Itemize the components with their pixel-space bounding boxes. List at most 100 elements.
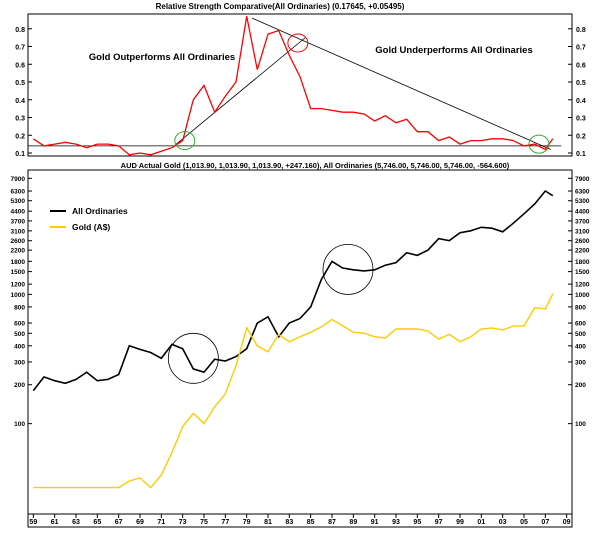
xtick-label: 03 [499, 519, 507, 526]
xtick-label: 87 [328, 519, 336, 526]
bottom-ytick-label-right: 2200 [575, 248, 590, 255]
bottom-ytick-label-left: 500 [14, 331, 25, 338]
circle-1973 [174, 131, 196, 151]
xtick-label: 93 [392, 519, 400, 526]
bottom-ytick-label-left: 5300 [11, 198, 26, 205]
bottom-ytick-label-left: 2600 [11, 238, 26, 245]
xtick-label: 59 [29, 519, 37, 526]
legend-label-all-ordinaries: All Ordinaries [72, 206, 128, 216]
bottom-ytick-label-right: 7900 [575, 176, 590, 183]
xtick-label: 83 [285, 519, 293, 526]
xtick-label: 95 [413, 519, 421, 526]
xtick-label: 05 [520, 519, 528, 526]
top-ytick-label-left: 0.8 [15, 27, 25, 34]
xtick-label: 91 [371, 519, 379, 526]
bottom-ytick-label-right: 1500 [575, 269, 590, 276]
bottom-ytick-label-left: 2200 [11, 248, 26, 255]
xtick-label: 75 [200, 519, 208, 526]
circle-2006 [528, 134, 550, 154]
bottom-ytick-label-left: 4400 [11, 209, 26, 216]
bottom-ytick-label-right: 200 [575, 382, 586, 389]
top-ytick-label-left: 0.4 [15, 98, 25, 105]
top-ytick-label-left: 0.7 [15, 45, 25, 52]
top-ytick-label-left: 0.3 [15, 116, 25, 123]
top-ytick-label-left: 0.5 [15, 80, 25, 87]
annotation-gold-outperforms: Gold Outperforms All Ordinaries [89, 52, 235, 63]
top-ytick-label-right: 0.1 [576, 151, 586, 158]
xtick-label: 81 [264, 519, 272, 526]
circle-1989 [322, 243, 374, 295]
xtick-label: 09 [563, 519, 571, 526]
bottom-ytick-label-left: 800 [14, 304, 25, 311]
circle-1983 [287, 33, 309, 53]
top-ytick-label-right: 0.6 [576, 62, 586, 69]
xtick-label: 99 [456, 519, 464, 526]
xtick-label: 65 [93, 519, 101, 526]
xtick-label: 61 [51, 519, 59, 526]
bottom-ytick-label-left: 300 [14, 359, 25, 366]
top-ytick-label-right: 0.2 [576, 133, 586, 140]
bottom-chart-title: AUD Actual Gold (1,013.90, 1,013.90, 1,0… [121, 161, 510, 170]
bottom-ytick-label-right: 800 [575, 304, 586, 311]
top-ytick-label-right: 0.4 [576, 98, 586, 105]
bottom-ytick-label-left: 400 [14, 343, 25, 350]
xtick-label: 97 [435, 519, 443, 526]
xtick-label: 63 [72, 519, 80, 526]
bottom-ytick-label-left: 6300 [11, 189, 26, 196]
xtick-label: 89 [349, 519, 357, 526]
top-ytick-label-right: 0.5 [576, 80, 586, 87]
gold-aud-line [33, 293, 554, 489]
circle-1974 [167, 332, 219, 384]
bottom-ytick-label-right: 100 [575, 421, 586, 428]
bottom-ytick-label-right: 500 [575, 331, 586, 338]
bottom-ytick-label-left: 200 [14, 382, 25, 389]
relative-strength-line [32, 16, 554, 156]
bottom-ytick-label-left: 1800 [11, 259, 26, 266]
bottom-ytick-label-left: 3100 [11, 228, 26, 235]
down-trendline [251, 17, 551, 150]
legend-label-gold: Gold (A$) [72, 222, 110, 232]
bottom-ytick-label-right: 600 [575, 321, 586, 328]
xtick-label: 69 [136, 519, 144, 526]
annotation-gold-underperforms: Gold Underperforms All Ordinaries [375, 45, 532, 56]
top-ytick-label-left: 0.2 [15, 133, 25, 140]
top-ytick-label-right: 0.7 [576, 45, 586, 52]
up-trendline [171, 37, 306, 148]
top-ytick-label-left: 0.6 [15, 62, 25, 69]
bottom-ytick-label-right: 3100 [575, 228, 590, 235]
bottom-ytick-label-right: 6300 [575, 189, 590, 196]
bottom-ytick-label-right: 5300 [575, 198, 590, 205]
bottom-ytick-label-right: 1200 [575, 282, 590, 289]
xtick-label: 79 [243, 519, 251, 526]
bottom-ytick-label-right: 300 [575, 359, 586, 366]
xtick-label: 85 [307, 519, 315, 526]
bottom-ytick-label-left: 600 [14, 321, 25, 328]
top-ytick-label-left: 0.1 [15, 151, 25, 158]
top-panel-frame [27, 13, 573, 157]
top-chart-title: Relative Strength Comparative(All Ordina… [156, 2, 405, 11]
bottom-ytick-label-left: 3700 [11, 218, 26, 225]
xtick-label: 67 [115, 519, 123, 526]
bottom-ytick-label-left: 100 [14, 421, 25, 428]
bottom-ytick-label-right: 1800 [575, 259, 590, 266]
bottom-ytick-label-right: 4400 [575, 209, 590, 216]
bottom-ytick-label-right: 1000 [575, 292, 590, 299]
top-ytick-label-right: 0.8 [576, 27, 586, 34]
bottom-ytick-label-right: 400 [575, 343, 586, 350]
bottom-ytick-label-right: 3700 [575, 218, 590, 225]
xtick-label: 73 [179, 519, 187, 526]
xtick-label: 71 [157, 519, 165, 526]
xtick-label: 07 [541, 519, 549, 526]
bottom-ytick-label-left: 1000 [11, 292, 26, 299]
bottom-ytick-label-left: 1500 [11, 269, 26, 276]
bottom-ytick-label-left: 7900 [11, 176, 26, 183]
all-ordinaries-line [32, 189, 554, 392]
bottom-ytick-label-left: 1200 [11, 282, 26, 289]
x-axis-band [27, 513, 573, 528]
top-ytick-label-right: 0.3 [576, 116, 586, 123]
xtick-label: 77 [221, 519, 229, 526]
xtick-label: 01 [477, 519, 485, 526]
